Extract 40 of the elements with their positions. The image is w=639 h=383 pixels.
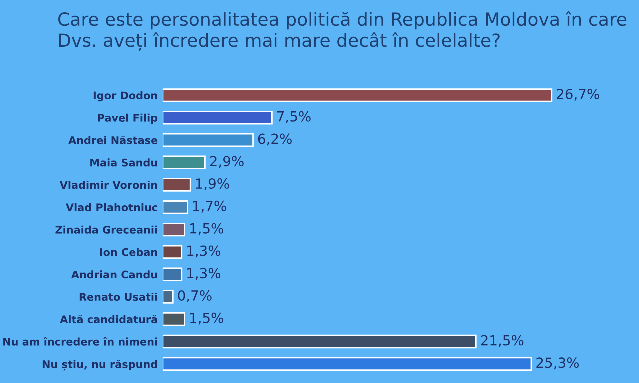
y-tick-label: Andrei Năstase bbox=[68, 136, 158, 144]
bar bbox=[162, 110, 273, 125]
data-label: 1,3% bbox=[188, 246, 221, 258]
data-label: 25,3% bbox=[536, 358, 580, 370]
data-label: 1,7% bbox=[193, 200, 226, 213]
bar bbox=[162, 268, 183, 282]
data-label: 26,7% bbox=[557, 88, 600, 101]
y-tick-label: Zinaida Greceanii bbox=[56, 226, 158, 234]
y-tick-label: Nu știu, nu răspund bbox=[42, 360, 158, 371]
bar bbox=[162, 245, 183, 260]
y-tick-label: Vlad Plahotniuc bbox=[66, 203, 158, 212]
y-tick-label: Ion Ceban bbox=[100, 248, 158, 256]
bar bbox=[162, 222, 186, 237]
y-tick-label: Igor Dodon bbox=[94, 92, 158, 102]
data-label: 2,9% bbox=[210, 156, 244, 168]
y-tick-label: Vladimir Voronin bbox=[60, 181, 158, 190]
data-label: 7,5% bbox=[278, 111, 311, 124]
bar bbox=[162, 312, 186, 326]
y-tick-label: Nu am încredere în nimeni bbox=[4, 337, 158, 346]
data-label: 0,7% bbox=[178, 290, 212, 302]
bar bbox=[162, 133, 254, 148]
data-label: 1,3% bbox=[188, 268, 221, 280]
bar bbox=[162, 200, 188, 214]
y-tick-label: Maia Sandu bbox=[90, 158, 158, 167]
y-tick-label: Altă candidatură bbox=[60, 315, 158, 324]
data-label: 1,9% bbox=[196, 178, 230, 190]
y-tick-label: Pavel Filip bbox=[98, 114, 158, 124]
chart-title: Care este personalitatea politică din Republica Moldova în care Dvs. aveți încredere mai mare decât în celelalte? bbox=[58, 11, 627, 52]
data-label: 6,2% bbox=[258, 134, 292, 146]
data-label: 1,5% bbox=[190, 223, 224, 236]
y-tick-label: Andrian Candu bbox=[71, 270, 158, 279]
data-label: 1,5% bbox=[190, 312, 224, 325]
bar bbox=[162, 290, 174, 304]
bar bbox=[162, 88, 553, 102]
bar bbox=[162, 334, 477, 349]
bar bbox=[162, 156, 206, 170]
bar bbox=[162, 357, 532, 371]
data-label: 21,5% bbox=[481, 335, 524, 348]
bar bbox=[162, 178, 192, 192]
y-tick-label: Renato Usatii bbox=[80, 293, 158, 302]
